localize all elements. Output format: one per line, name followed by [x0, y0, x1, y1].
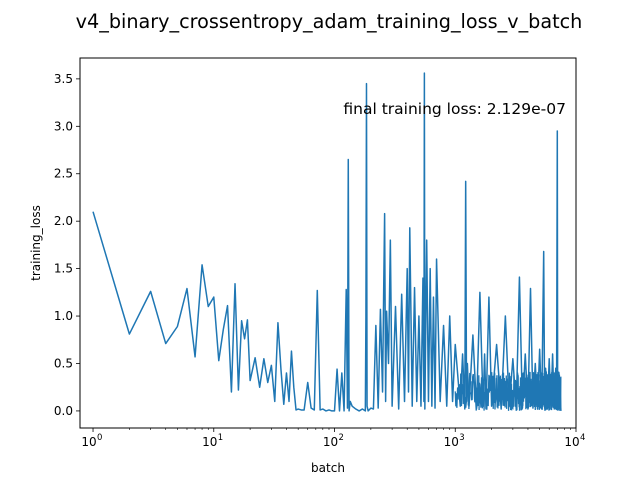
y-tick-label: 0.0: [54, 404, 73, 418]
x-tick-exponent: 1: [218, 433, 223, 443]
x-tick-exponent: 3: [459, 433, 464, 443]
x-tick-exponent: 2: [339, 433, 344, 443]
x-tick-exponent: 4: [580, 433, 585, 443]
series-layer: [92, 72, 562, 412]
final-loss-annotation: final training loss: 2.129e-07: [343, 100, 566, 118]
axes-frame: [79, 57, 577, 429]
x-axis: 10 0 10 1 10 2 10 3 10 4: [81, 428, 585, 449]
x-tick-label: 10: [564, 435, 579, 449]
y-axis-label: training_loss: [29, 205, 43, 281]
x-tick-label: 10: [323, 435, 338, 449]
chart-title: v4_binary_crossentropy_adam_training_los…: [76, 10, 583, 33]
y-tick-label: 2.5: [54, 167, 73, 181]
y-tick-label: 1.5: [54, 262, 73, 276]
x-axis-label: batch: [311, 461, 345, 475]
series-line: [92, 72, 562, 412]
y-tick-label: 3.0: [54, 119, 73, 133]
x-tick-label: 10: [444, 435, 459, 449]
y-tick-label: 1.0: [54, 309, 73, 323]
series-noise-band: [454, 371, 562, 411]
y-axis: 0.0 0.5 1.0 1.5 2.0 2.5 3.0 3.5: [54, 72, 80, 418]
x-tick-label: 10: [202, 435, 217, 449]
x-tick-exponent: 0: [97, 433, 102, 443]
y-tick-label: 0.5: [54, 356, 73, 370]
y-tick-label: 2.0: [54, 214, 73, 228]
x-tick-label: 10: [81, 435, 96, 449]
y-tick-label: 3.5: [54, 72, 73, 86]
